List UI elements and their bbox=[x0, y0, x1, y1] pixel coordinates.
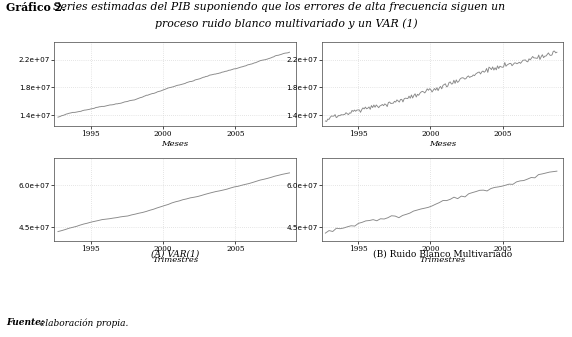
Text: Fuente:: Fuente: bbox=[6, 318, 44, 328]
Text: (B) Ruido Blanco Multivariado: (B) Ruido Blanco Multivariado bbox=[373, 249, 512, 258]
Text: Series estimadas del PIB suponiendo que los errores de alta frecuencia siguen un: Series estimadas del PIB suponiendo que … bbox=[53, 2, 505, 12]
Text: proceso ruido blanco multivariado y un VAR (1): proceso ruido blanco multivariado y un V… bbox=[154, 19, 418, 29]
Text: elaboración propia.: elaboración propia. bbox=[37, 318, 129, 328]
Text: (A) VAR(1): (A) VAR(1) bbox=[151, 249, 199, 258]
Text: Gráfico 2.: Gráfico 2. bbox=[6, 2, 65, 13]
X-axis label: Meses: Meses bbox=[162, 141, 189, 149]
X-axis label: Trimestres: Trimestres bbox=[152, 256, 198, 264]
X-axis label: Meses: Meses bbox=[429, 141, 456, 149]
X-axis label: Trimestres: Trimestres bbox=[419, 256, 466, 264]
